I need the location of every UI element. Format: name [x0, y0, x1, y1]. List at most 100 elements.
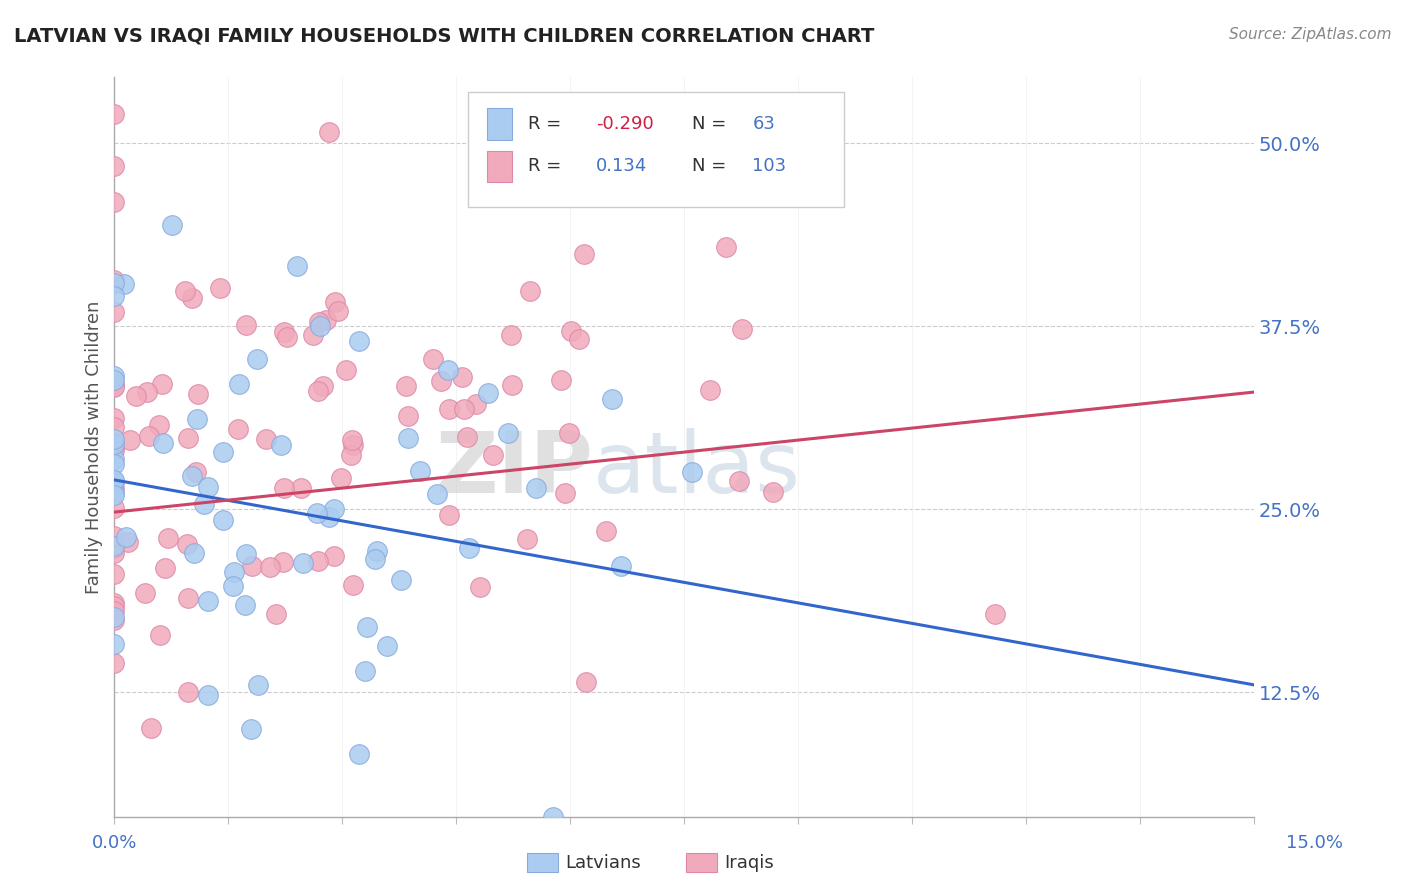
Text: Source: ZipAtlas.com: Source: ZipAtlas.com — [1229, 27, 1392, 42]
Point — [103, 457, 125, 471]
Point — [103, 567, 125, 582]
Point — [425, 487, 447, 501]
FancyBboxPatch shape — [468, 92, 844, 207]
Point — [103, 442, 125, 457]
Point — [135, 384, 157, 399]
Point — [176, 591, 198, 605]
Point — [103, 475, 125, 489]
Point — [103, 599, 125, 614]
Point — [103, 452, 125, 467]
Point — [453, 402, 475, 417]
Point — [150, 377, 173, 392]
FancyBboxPatch shape — [486, 109, 512, 139]
Point — [681, 465, 703, 479]
Point — [176, 537, 198, 551]
Point — [197, 594, 219, 608]
Point — [184, 465, 207, 479]
Point — [103, 604, 125, 618]
Point — [699, 383, 721, 397]
Point — [103, 437, 125, 451]
Point — [605, 174, 627, 188]
Point — [322, 501, 344, 516]
Point — [496, 425, 519, 440]
Point — [186, 411, 208, 425]
Point — [103, 610, 125, 624]
Point — [103, 442, 125, 456]
Text: 63: 63 — [752, 115, 775, 133]
Point — [437, 508, 460, 522]
Point — [610, 558, 633, 573]
Text: Iraqis: Iraqis — [724, 854, 773, 871]
Point — [458, 541, 481, 556]
Point — [375, 639, 398, 653]
Point — [103, 485, 125, 500]
Point — [330, 471, 353, 485]
Point — [180, 291, 202, 305]
Point — [595, 524, 617, 538]
Point — [285, 259, 308, 273]
Point — [235, 318, 257, 333]
Point — [307, 554, 329, 568]
Point — [290, 481, 312, 495]
Point — [273, 325, 295, 339]
Point — [103, 380, 125, 394]
Point — [117, 535, 139, 549]
Point — [103, 194, 125, 209]
Point — [430, 374, 453, 388]
Point — [347, 334, 370, 349]
Point — [501, 378, 523, 392]
Point — [103, 481, 125, 495]
Point — [308, 319, 330, 334]
Point — [103, 473, 125, 487]
Point — [342, 438, 364, 452]
Text: R =: R = — [529, 115, 561, 133]
Point — [482, 448, 505, 462]
Point — [103, 546, 125, 560]
Point — [183, 546, 205, 560]
Text: ZIP: ZIP — [436, 427, 593, 510]
Point — [160, 218, 183, 232]
Point — [340, 449, 363, 463]
Point — [307, 384, 329, 398]
Point — [575, 675, 598, 690]
Point — [477, 385, 499, 400]
Point — [323, 295, 346, 310]
Point — [524, 481, 547, 495]
Point — [714, 240, 737, 254]
Point — [395, 379, 418, 393]
Point — [727, 475, 749, 489]
Point — [396, 432, 419, 446]
Point — [247, 678, 270, 692]
Point — [177, 431, 200, 445]
Point — [174, 284, 197, 298]
Text: LATVIAN VS IRAQI FAMILY HOUSEHOLDS WITH CHILDREN CORRELATION CHART: LATVIAN VS IRAQI FAMILY HOUSEHOLDS WITH … — [14, 27, 875, 45]
Point — [456, 430, 478, 444]
Point — [302, 328, 325, 343]
Point — [149, 628, 172, 642]
Point — [519, 284, 541, 298]
Point — [222, 565, 245, 579]
Point — [574, 246, 596, 260]
Point — [103, 304, 125, 318]
Point — [254, 432, 277, 446]
Point — [141, 721, 163, 735]
Point — [356, 620, 378, 634]
Point — [315, 313, 337, 327]
Point — [305, 506, 328, 520]
Point — [364, 552, 387, 566]
Point — [103, 411, 125, 425]
Point — [103, 273, 125, 287]
Point — [271, 555, 294, 569]
Point — [103, 656, 125, 670]
Text: R =: R = — [529, 157, 561, 175]
Point — [156, 531, 179, 545]
Point — [600, 392, 623, 407]
Point — [335, 362, 357, 376]
Text: 0.0%: 0.0% — [91, 834, 136, 852]
Point — [323, 549, 346, 563]
Point — [240, 558, 263, 573]
Text: N =: N = — [692, 157, 727, 175]
Point — [103, 377, 125, 392]
Point — [342, 578, 364, 592]
Point — [347, 747, 370, 761]
